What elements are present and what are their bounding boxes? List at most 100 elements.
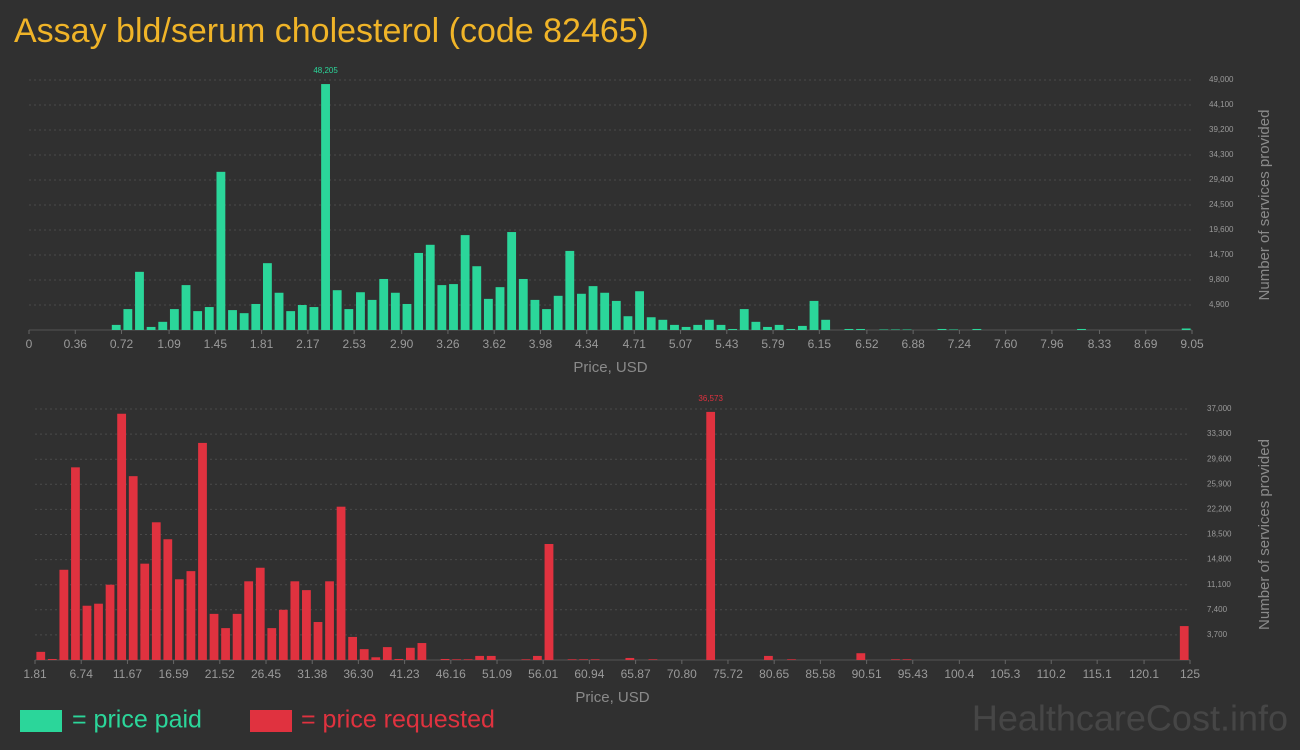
- bar: [463, 659, 473, 660]
- bar: [123, 309, 133, 330]
- x-axis-label: Price, USD: [573, 359, 647, 376]
- x-tick-label: 46.16: [436, 667, 466, 681]
- x-tick-label: 85.58: [805, 667, 835, 681]
- x-tick-label: 5.79: [761, 337, 785, 351]
- bar: [140, 563, 150, 660]
- bar: [239, 313, 249, 330]
- bar: [146, 326, 156, 330]
- x-tick-label: 6.74: [70, 667, 94, 681]
- x-tick-label: 105.3: [990, 667, 1020, 681]
- x-tick-label: 41.23: [390, 667, 420, 681]
- bar: [371, 657, 381, 660]
- bar: [111, 324, 121, 330]
- bar: [417, 643, 427, 660]
- x-tick-label: 1.81: [250, 337, 274, 351]
- x-tick-label: 26.45: [251, 667, 281, 681]
- bar: [356, 292, 365, 330]
- bar: [937, 328, 947, 330]
- x-tick-label: 16.59: [159, 667, 189, 681]
- bar: [94, 603, 103, 660]
- bar: [728, 328, 738, 330]
- bar: [251, 303, 261, 330]
- y-tick-label: 29,600: [1207, 454, 1232, 463]
- bar: [309, 307, 319, 330]
- bar: [344, 309, 354, 330]
- bar: [972, 328, 982, 330]
- bar: [648, 659, 658, 660]
- bar: [521, 659, 531, 660]
- bar: [891, 659, 900, 660]
- x-tick-label: 51.09: [482, 667, 512, 681]
- x-tick-label: 115.1: [1083, 667, 1112, 681]
- bar: [751, 321, 761, 330]
- x-tick-label: 36.30: [343, 667, 373, 681]
- bar: [625, 657, 635, 660]
- bar: [486, 655, 496, 660]
- bar: [163, 539, 173, 660]
- bar: [518, 278, 528, 330]
- bar: [59, 569, 69, 660]
- x-axis-label: Price, USD: [575, 689, 649, 706]
- value-label: 48,205: [313, 66, 338, 75]
- bar: [244, 581, 254, 660]
- bar: [135, 271, 144, 330]
- x-tick-label: 31.38: [297, 667, 327, 681]
- bar: [181, 285, 191, 330]
- x-tick-label: 6.88: [901, 337, 925, 351]
- bar: [186, 571, 196, 660]
- x-tick-label: 120.1: [1129, 667, 1159, 681]
- y-tick-label: 14,800: [1207, 555, 1232, 564]
- bar: [232, 613, 242, 660]
- y-tick-label: 33,300: [1207, 429, 1232, 438]
- bar: [255, 567, 265, 660]
- x-tick-label: 70.80: [667, 667, 697, 681]
- bar: [553, 295, 563, 330]
- y-tick-label: 49,000: [1209, 75, 1234, 84]
- bar: [533, 655, 542, 660]
- bar: [325, 581, 334, 660]
- bar: [158, 321, 168, 330]
- y-axis-label: Number of services provided: [1256, 439, 1273, 630]
- bar: [449, 284, 458, 330]
- bar: [128, 476, 138, 660]
- bar: [359, 649, 369, 660]
- bar: [483, 298, 493, 330]
- bar: [670, 324, 679, 330]
- bar: [414, 252, 424, 330]
- x-tick-label: 7.96: [1040, 337, 1064, 351]
- bar: [902, 329, 912, 330]
- bar: [590, 659, 600, 660]
- y-tick-label: 29,400: [1209, 175, 1234, 184]
- bar: [1181, 328, 1191, 330]
- bar: [440, 658, 450, 660]
- bar: [1077, 328, 1086, 330]
- y-tick-label: 37,000: [1207, 404, 1232, 413]
- bar: [623, 316, 633, 330]
- bar: [71, 467, 80, 660]
- bar: [169, 309, 179, 330]
- bar: [646, 317, 656, 330]
- bar: [567, 659, 577, 660]
- x-tick-label: 110.2: [1037, 667, 1066, 681]
- bar: [844, 328, 854, 330]
- y-tick-label: 3,700: [1207, 630, 1228, 639]
- bar: [658, 319, 668, 330]
- x-tick-label: 5.07: [669, 337, 693, 351]
- bar: [313, 622, 323, 660]
- bar: [579, 659, 589, 660]
- y-tick-label: 34,300: [1209, 150, 1234, 159]
- bar: [174, 579, 184, 660]
- bar: [495, 287, 505, 330]
- x-tick-label: 75.72: [713, 667, 743, 681]
- bar: [321, 84, 330, 330]
- bar: [390, 292, 400, 330]
- bar: [228, 310, 237, 330]
- bar: [693, 324, 703, 330]
- x-tick-label: 95.43: [898, 667, 928, 681]
- x-tick-label: 4.34: [575, 337, 599, 351]
- x-tick-label: 5.43: [715, 337, 739, 351]
- y-tick-label: 39,200: [1209, 125, 1234, 134]
- bar: [204, 307, 214, 330]
- bar: [565, 250, 575, 330]
